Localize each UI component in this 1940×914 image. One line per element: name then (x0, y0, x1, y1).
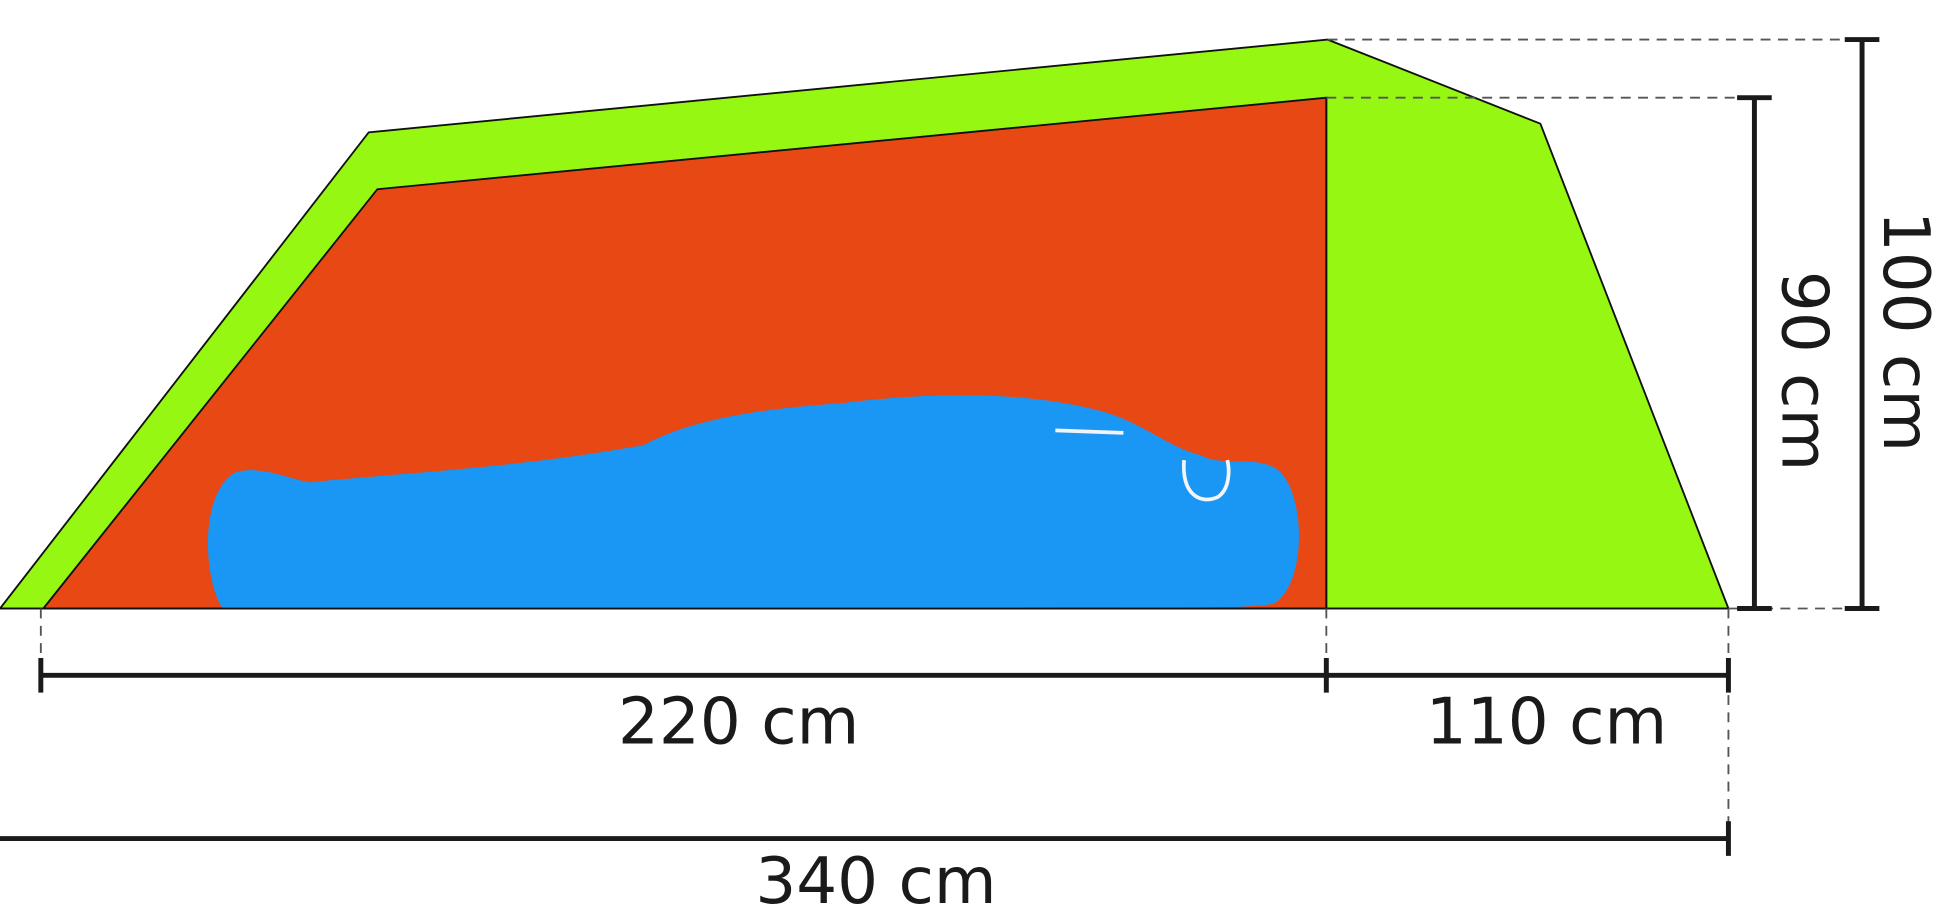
dimension-label: 340 cm (755, 844, 996, 914)
dimension-110 (1326, 657, 1731, 693)
bag-detail (1182, 459, 1231, 502)
dimension-label: 100 cm (1868, 211, 1940, 452)
dimension-90 (1737, 95, 1772, 611)
dimension-label: 220 cm (618, 685, 859, 760)
dimension-label: 110 cm (1426, 685, 1667, 760)
dimension-100 (1844, 37, 1880, 611)
bag-detail (1055, 428, 1124, 435)
dimension-340 (0, 821, 1731, 856)
sleeping-bag (207, 395, 1299, 609)
dimension-label: 90 cm (1767, 271, 1842, 471)
